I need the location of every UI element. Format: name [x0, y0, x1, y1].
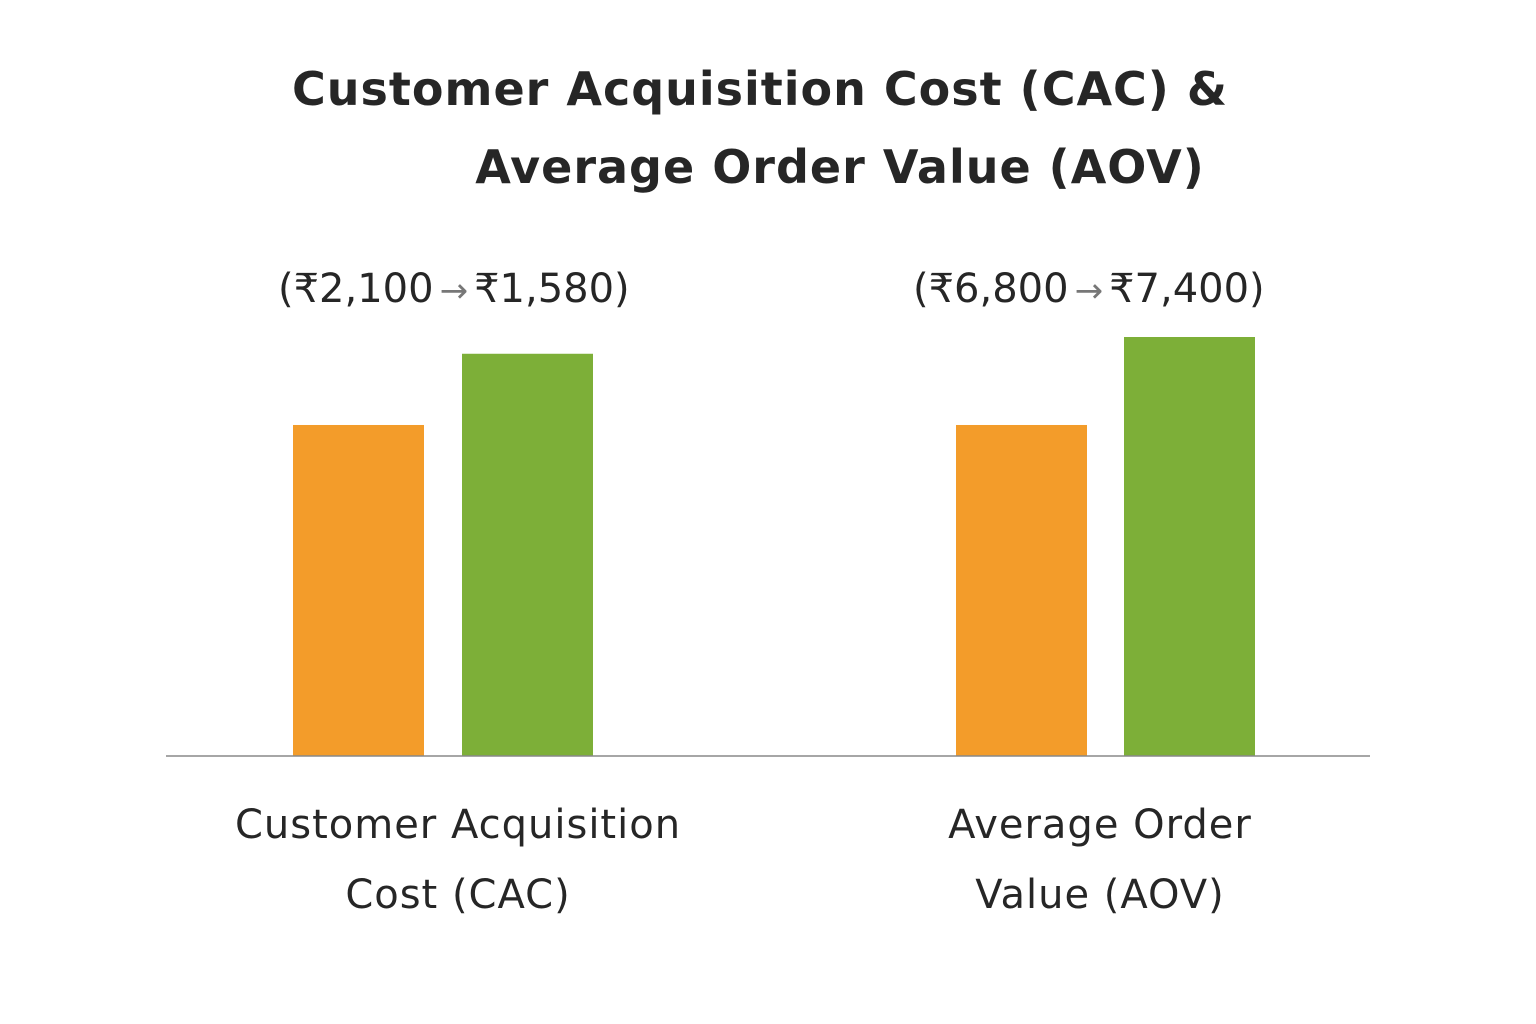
aov-after-value: ₹7,400)	[1109, 266, 1265, 312]
arrow-icon: →	[1074, 271, 1104, 311]
aov-before-value: (₹6,800	[913, 266, 1069, 312]
bar-before-0	[293, 424, 424, 756]
x-tick-label-aov: Average Order Value (AOV)	[860, 790, 1340, 930]
x-tick-label-line: Customer Acquisition	[234, 802, 682, 848]
bar-before-1	[956, 424, 1087, 756]
x-tick-label-line: Average Order	[948, 802, 1252, 848]
x-tick-label-line: Value (AOV)	[975, 872, 1225, 918]
bar-after-0	[462, 353, 593, 756]
x-tick-label-line: Cost (CAC)	[345, 872, 571, 918]
x-tick-label-cac: Customer Acquisition Cost (CAC)	[200, 790, 716, 930]
bar-after-1	[1124, 337, 1255, 756]
cac-change-annotation: (₹2,100 → ₹1,580)	[278, 266, 630, 312]
cac-before-value: (₹2,100	[278, 266, 434, 312]
arrow-icon: →	[439, 271, 469, 311]
aov-change-annotation: (₹6,800 → ₹7,400)	[913, 266, 1265, 312]
chart-title-line-2: Average Order Value (AOV)	[475, 140, 1205, 194]
chart-title-line-1: Customer Acquisition Cost (CAC) &	[292, 62, 1228, 116]
cac-after-value: ₹1,580)	[474, 266, 630, 312]
